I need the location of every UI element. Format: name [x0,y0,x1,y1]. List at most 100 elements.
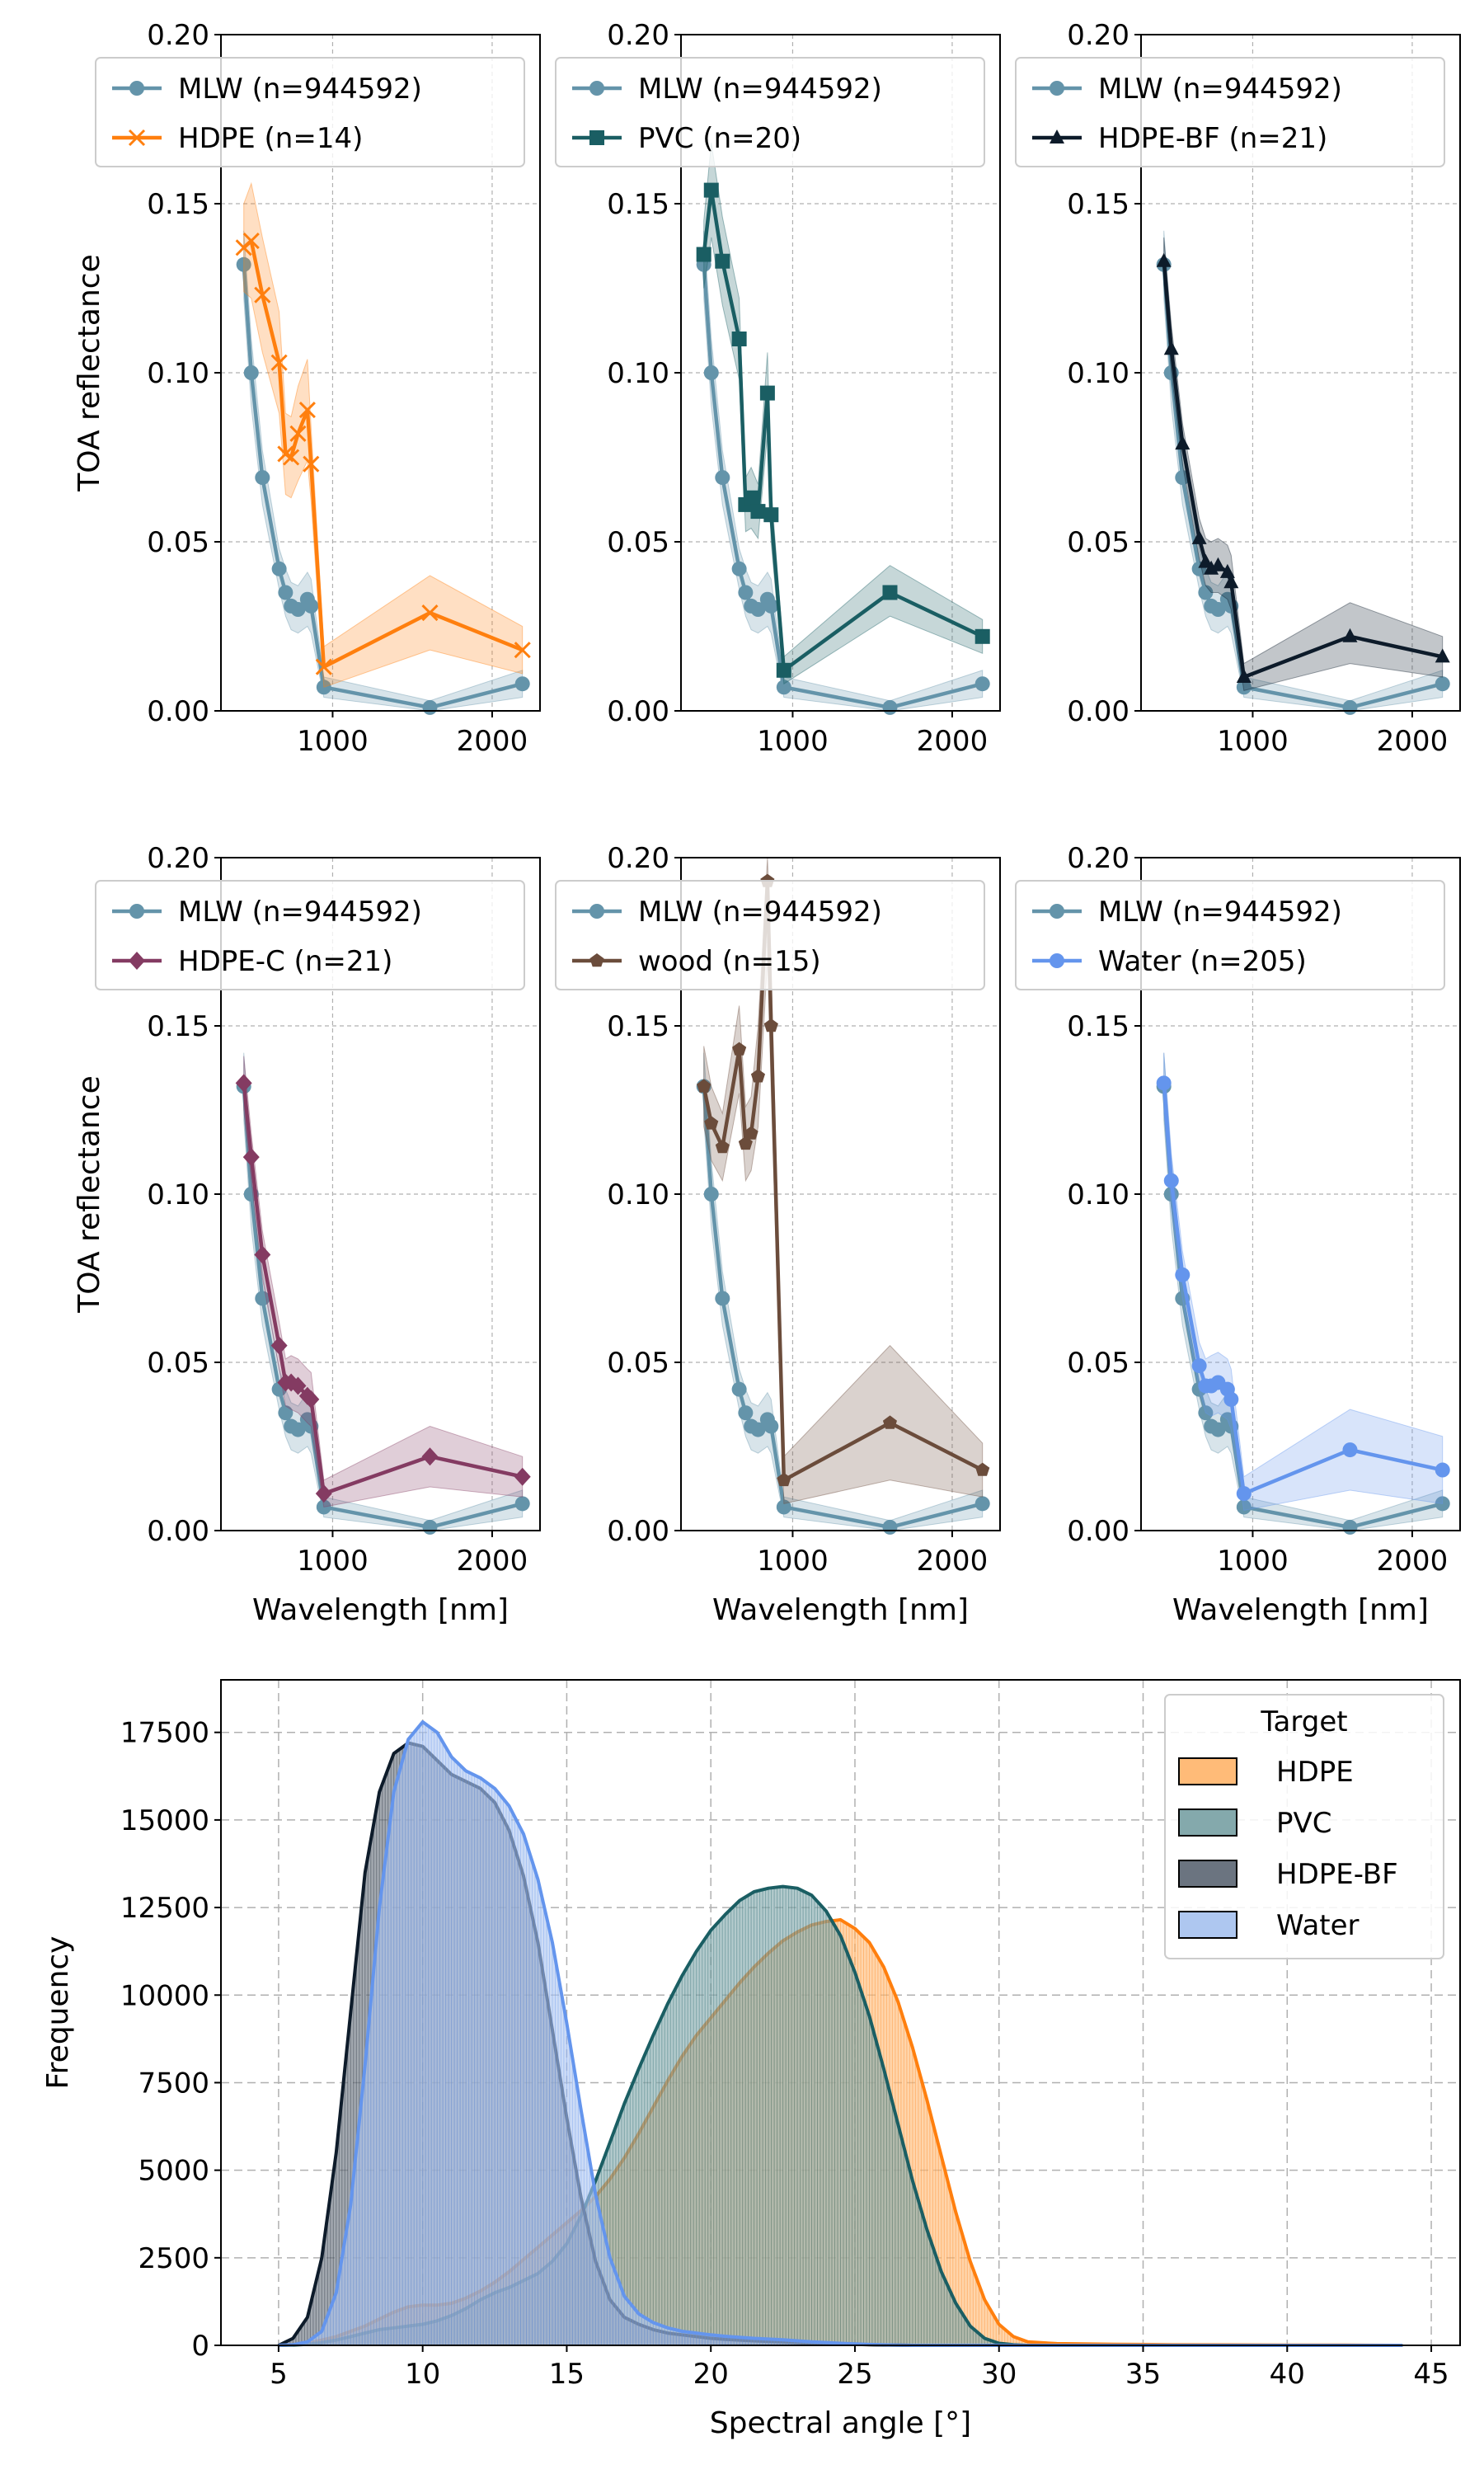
data-point [715,253,730,269]
data-point [303,1390,320,1409]
data-point [283,449,300,466]
reflectance-panel-6: 0.00 0.05 0.10 0.15 0.20 1000 2000 Wavelength [… [1015,842,1461,1627]
data-point [514,676,530,692]
y-tick-label: 5000 [138,2155,209,2188]
data-point [1163,1173,1179,1188]
y-tick-label: 17500 [120,1717,209,1750]
data-point [421,1447,439,1466]
histogram-area [278,1722,1403,2345]
data-point [731,332,747,346]
y-tick-label: 0.10 [607,357,669,390]
data-point [974,676,990,692]
data-point [1191,529,1207,544]
y-tick-label: 0.15 [147,188,209,221]
ticks: 0.00 0.05 0.10 0.15 0.20 1000 2000 [607,842,988,1578]
data-point [1236,1486,1252,1502]
y-tick-label: 15000 [120,1804,209,1837]
data-point [750,1422,766,1437]
data-point [1198,1405,1214,1421]
reflectance-panel-5: 0.00 0.05 0.10 0.15 0.20 1000 2000 Wavelength [… [555,842,1001,1627]
y-tick-label: 0.15 [1067,1010,1129,1043]
ticks: 0.00 0.05 0.10 0.15 0.20 1000 2000 [607,19,988,758]
x-tick-label: 1000 [757,725,829,758]
data-point [703,365,719,380]
legend-label: Water (n=205) [1098,945,1307,978]
data-point [750,504,766,520]
data-point [744,490,759,506]
data-point [882,1415,897,1429]
y-tick-label: 0.20 [607,842,669,875]
y-axis-label: TOA reflectance [73,1075,106,1313]
data-point [255,1291,270,1306]
data-point [1435,676,1450,692]
legend-label: Water [1276,1909,1360,1942]
data-point [1191,1358,1207,1374]
data-point [974,628,990,644]
data-point [738,585,754,600]
confidence-band [243,1056,524,1507]
y-tick-label: 0.20 [147,19,209,52]
data-point [315,1484,332,1503]
legend-marker [589,130,604,145]
ticks: 0.00 0.05 0.10 0.15 0.20 1000 2000 [1067,842,1448,1578]
x-axis-label: Wavelength [nm] [252,1593,509,1627]
x-tick-label: 1000 [297,1545,369,1578]
data-point [715,1139,730,1154]
data-point [290,602,306,617]
series-2 [235,1056,531,1507]
reflectance-panel-4: 0.00 0.05 0.10 0.15 0.20 1000 2000 TOA reflecta… [73,842,541,1627]
data-point [715,1291,730,1306]
data-point [703,182,719,198]
data-point [776,662,791,678]
legend-label: MLW (n=944592) [638,73,882,106]
data-point [1156,1075,1172,1091]
data-point [236,256,251,272]
legend: MLW (n=944592) HDPE (n=14) [95,57,525,167]
data-point [514,642,531,659]
x-marker-stroke [421,604,439,622]
x-marker-stroke [270,354,288,371]
data-point [1210,1422,1226,1437]
legend-box [95,880,525,990]
data-point [732,1042,747,1056]
legend-label: MLW (n=944592) [178,896,422,929]
y-tick-label: 0.15 [147,1010,209,1043]
data-point [243,365,259,380]
y-tick-label: 0.00 [607,1515,669,1548]
legend-marker [589,953,604,967]
legend-label: MLW (n=944592) [178,73,422,106]
data-point [763,598,779,614]
legend-label: PVC [1276,1807,1332,1840]
x-tick-label: 2000 [457,725,528,758]
y-tick-label: 12500 [120,1892,209,1925]
series-2 [1156,237,1450,692]
y-tick-label: 0.05 [147,526,209,559]
legend-label: HDPE (n=14) [178,122,363,155]
data-point [1223,1391,1239,1407]
legend-title: Target [1260,1705,1347,1738]
legend: MLW (n=944592) HDPE-C (n=21) [95,880,525,990]
data-point [763,1018,778,1032]
ticks: 0.00 0.05 0.10 0.15 0.20 1000 2000 [147,842,528,1578]
x-tick-label: 2000 [1377,1545,1449,1578]
legend-box [95,57,525,167]
legend-swatch [1178,1860,1237,1888]
x-marker-stroke [303,455,320,473]
legend-label: MLW (n=944592) [638,896,882,929]
y-tick-label: 0.05 [147,1347,209,1380]
data-point [1435,648,1450,663]
confidence-band [1163,1052,1444,1512]
y-tick-label: 0.20 [1067,842,1129,875]
data-point [1163,341,1179,355]
data-point [1435,1462,1450,1478]
data-point [278,585,294,600]
series-1 [696,230,990,715]
y-tick-label: 0.00 [1067,695,1129,728]
y-tick-label: 0.10 [147,357,209,390]
x-tick-label: 10 [405,2358,440,2391]
data-point [776,1499,791,1515]
y-tick-label: 0.15 [607,188,669,221]
x-tick-label: 2000 [457,1545,528,1578]
y-tick-label: 2500 [138,2242,209,2275]
data-point [254,1245,271,1264]
